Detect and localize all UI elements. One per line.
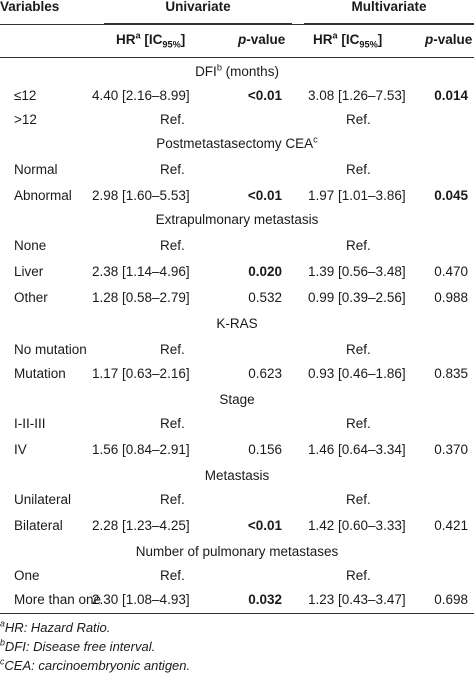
table-row: Mutation 1.17 [0.63–2.16] 0.623 0.93 [0.… [14, 366, 468, 381]
table-row: Unilateral Ref. Ref. [14, 492, 371, 507]
table-row: Bilateral 2.28 [1.23–4.25] <0.01 1.42 [0… [14, 518, 468, 533]
table-row: One Ref. Ref. [14, 568, 371, 583]
footnote-hr: aHR: Hazard Ratio. [0, 618, 111, 635]
colhead-pvalue-univariate: p-value [238, 32, 286, 47]
table-row: I-II-III Ref. Ref. [14, 416, 371, 431]
section-dfi: DFIb (months) [195, 62, 279, 79]
table-row: IV 1.56 [0.84–2.91] 0.156 1.46 [0.64–3.3… [14, 442, 468, 457]
table-row: >12 Ref. Ref. [14, 112, 371, 127]
table-row: More than one 2.30 [1.08–4.93] 0.032 1.2… [14, 592, 468, 607]
section-pulmonary-count: Number of pulmonary metastases [135, 544, 339, 559]
rule-multivariate [304, 23, 474, 24]
header-multivariate: Multivariate [351, 0, 427, 14]
footnote-dfi: bDFI: Disease free interval. [0, 637, 156, 654]
table-row: Liver 2.38 [1.14–4.96] 0.020 1.39 [0.56–… [14, 264, 468, 279]
table-row: ≤12 4.40 [2.16–8.99] <0.01 3.08 [1.26–7.… [14, 88, 468, 103]
header-variables: Variables [0, 0, 60, 14]
rule-top [0, 24, 474, 25]
header-univariate: Univariate [165, 0, 231, 14]
footnote-cea: cCEA: carcinoembryonic antigen. [0, 656, 191, 673]
table-row: Normal Ref. Ref. [14, 162, 371, 177]
section-extrapulmonary: Extrapulmonary metastasis [155, 212, 319, 227]
section-stage: Stage [219, 392, 255, 407]
table-row: No mutation Ref. Ref. [14, 342, 371, 357]
section-metastasis: Metastasis [204, 468, 270, 483]
colhead-pvalue-multivariate: p-value [425, 32, 473, 47]
section-kras: K-RAS [216, 316, 258, 331]
table-row: Other 1.28 [0.58–2.79] 0.532 0.99 [0.39–… [14, 290, 468, 305]
rule-header [0, 57, 474, 58]
table-row: Abnormal 2.98 [1.60–5.53] <0.01 1.97 [1.… [14, 188, 468, 203]
rule-bottom [0, 613, 474, 614]
colhead-hr-multivariate: HRa [IC95%] [313, 30, 383, 50]
colhead-hr-univariate: HRa [IC95%] [116, 30, 186, 50]
section-cea: Postmetastasectomy CEAc [156, 134, 318, 151]
table-row: None Ref. Ref. [14, 238, 371, 253]
rule-univariate [104, 23, 292, 24]
